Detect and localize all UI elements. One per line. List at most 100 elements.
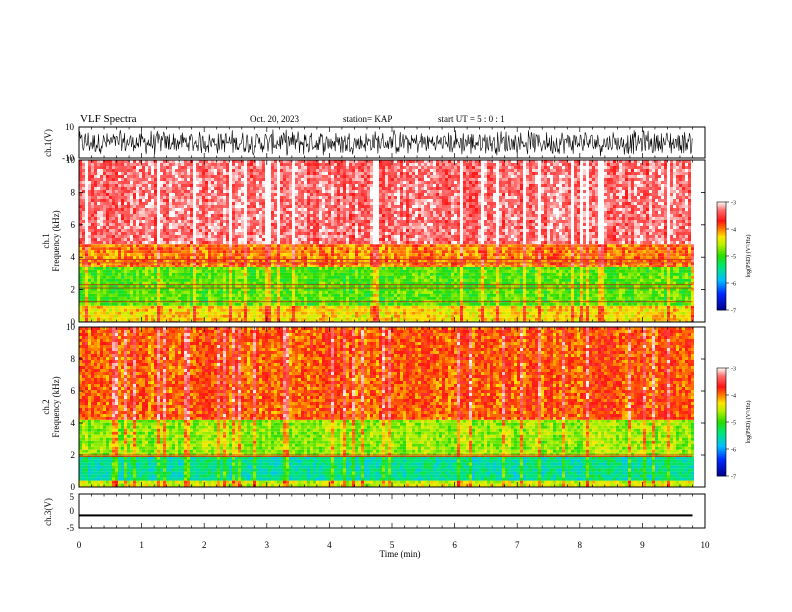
ch1-spectrogram-cell	[544, 311, 547, 315]
ch1-spectrogram-cell	[310, 253, 313, 257]
ch1-spectrogram-cell	[652, 269, 655, 273]
ch1-spectrogram-cell	[124, 290, 127, 294]
ch1-spectrogram-cell	[403, 250, 406, 254]
ch1-spectrogram-cell	[622, 278, 625, 282]
ch1-spectrogram-cell	[310, 256, 313, 260]
ch1-spectrogram-cell	[265, 244, 268, 248]
ch1-spectrogram-cell	[556, 311, 559, 315]
ch1-spectrogram-cell	[466, 250, 469, 254]
ch1-spectrogram-cell	[460, 256, 463, 260]
ch1-spectrogram-cell	[469, 290, 472, 294]
ch1-spectrogram-cell	[682, 314, 685, 318]
ch1-spectrogram-cell	[643, 275, 646, 279]
ch1-spectrogram-cell	[493, 290, 496, 294]
ch1-spectrogram-cell	[217, 290, 220, 294]
ch1-spectrogram-cell	[334, 317, 337, 321]
ch1-spectrogram-cell	[496, 305, 499, 309]
ch1-spectrogram-cell	[181, 302, 184, 306]
ch1-spectrogram-cell	[463, 244, 466, 248]
ch1-spectrogram-cell	[535, 269, 538, 273]
ch1-spectrogram-cell	[448, 265, 451, 267]
ch1-spectrogram-cell	[367, 317, 370, 321]
ch1-spectrogram-cell	[664, 308, 667, 312]
ch1-spectrogram-cell	[361, 296, 364, 300]
ch1-spectrogram-cell	[214, 272, 217, 276]
ch1-spectrogram-cell	[202, 314, 205, 318]
ch1-spectrogram-cell	[436, 275, 439, 279]
ch1-spectrogram-cell	[520, 269, 523, 273]
ch1-spectrogram-cell	[151, 284, 154, 288]
ch1-spectrogram-cell	[241, 272, 244, 276]
ch1-spectrogram-cell	[283, 293, 286, 297]
ch1-spectrogram-cell	[469, 317, 472, 321]
ch1-spectrogram-cell	[454, 308, 457, 312]
ch1-spectrogram-cell	[508, 305, 511, 309]
ch1-spectrogram-cell	[151, 253, 154, 257]
ch1-spectrogram-cell	[661, 284, 664, 288]
ch1-spectrogram-cell	[265, 275, 268, 279]
ch1-spectrogram-cell	[454, 247, 457, 251]
ch1-spectrogram-cell	[622, 275, 625, 279]
ch1-spectrogram-cell	[223, 284, 226, 288]
ch1-spectrogram-cell	[619, 266, 622, 270]
ch1-spectrogram-cell	[337, 247, 340, 251]
ch1-spectrogram-cell	[292, 314, 295, 318]
ch1-spectrogram-cell	[139, 250, 142, 254]
ch1-spectrogram-cell	[202, 247, 205, 251]
ch1-spectrogram-cell	[190, 296, 193, 300]
ch1-spectrogram-cell	[346, 266, 349, 270]
ch1-spectrogram-cell	[262, 256, 265, 260]
ch1-spectrogram-cell	[349, 308, 352, 312]
ch1-spectrogram-cell	[127, 284, 130, 288]
ch1-spectrogram-cell	[184, 253, 187, 257]
ch1-spectrogram-cell	[238, 284, 241, 288]
ch1-spectrogram-cell	[352, 305, 355, 309]
ch1-spectrogram-cell	[532, 317, 535, 321]
ch1-spectrogram-cell	[178, 266, 181, 270]
ch1-spectrogram-cell	[151, 266, 154, 270]
ch1-spectrogram-cell	[451, 311, 454, 315]
ch1-spectrogram-cell	[484, 247, 487, 251]
ch1-spectrogram-cell	[565, 311, 568, 315]
ch1-spectrogram-cell	[517, 266, 520, 270]
ch1-spectrogram-cell	[679, 305, 682, 309]
ch1-spectrogram-cell	[277, 266, 280, 270]
ch1-spectrogram-cell	[406, 296, 409, 300]
ch1-spectrogram-cell	[538, 284, 541, 288]
ch1-spectrogram-cell	[184, 278, 187, 282]
ch1-spectrogram-cell	[412, 265, 415, 267]
ch1-spectrogram-cell	[493, 266, 496, 270]
ch1-spectrogram-cell	[589, 311, 592, 315]
ch1-spectrogram-cell	[499, 278, 502, 282]
ch1-spectrogram-cell	[445, 296, 448, 300]
ch1-spectrogram-cell	[274, 290, 277, 294]
ch1-spectrogram-cell	[574, 308, 577, 312]
ch1-spectrogram-cell	[481, 302, 484, 306]
ch1-spectrogram-cell	[136, 269, 139, 273]
ch1-spectrogram-cell	[376, 256, 379, 260]
ch1-spectrogram-cell	[676, 293, 679, 297]
ch1-spectrogram-cell	[442, 250, 445, 254]
ch1-spectrogram-cell	[136, 256, 139, 260]
ch1-spectrogram-cell	[475, 269, 478, 273]
ch1-spectrogram-cell	[193, 308, 196, 312]
ch1-spectrogram-cell	[583, 293, 586, 297]
ch1-spectrogram-cell	[337, 256, 340, 260]
ch1-spectrogram-cell	[412, 305, 415, 309]
ch1-spectrogram-cell	[388, 317, 391, 321]
ch1-spectrogram-cell	[313, 250, 316, 254]
ch1-spectrogram-cell	[349, 284, 352, 288]
ch1-spectrogram-cell	[625, 305, 628, 309]
ch1-spectrogram-cell	[229, 314, 232, 318]
ch1-spectrogram-cell	[448, 311, 451, 315]
ch1-spectrogram-cell	[313, 317, 316, 321]
ch1-spectrogram-cell	[448, 293, 451, 297]
ch1-spectrogram-cell	[418, 284, 421, 288]
ch1-spectrogram-cell	[238, 266, 241, 270]
ch1-spectrogram-cell	[232, 272, 235, 276]
ch1-spectrogram-cell	[430, 244, 433, 248]
ch1-spectrogram-cell	[685, 275, 688, 279]
ch1-spectrogram-cell	[85, 250, 88, 254]
ch1-spectrogram-cell	[337, 269, 340, 273]
ch1-spectrogram-cell	[607, 272, 610, 276]
